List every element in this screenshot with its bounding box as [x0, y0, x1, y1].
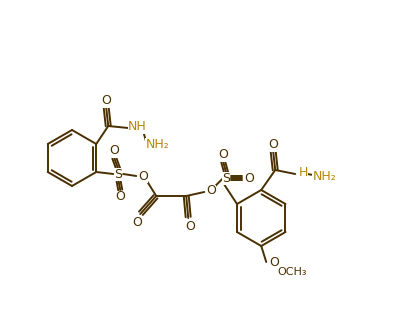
Text: O: O: [132, 215, 142, 228]
Text: O: O: [218, 148, 228, 161]
Text: OCH₃: OCH₃: [278, 267, 307, 277]
Text: O: O: [268, 139, 278, 151]
Text: O: O: [185, 219, 195, 233]
Text: S: S: [114, 168, 122, 181]
Text: O: O: [269, 256, 279, 270]
Text: O: O: [244, 172, 254, 184]
Text: H: H: [299, 167, 308, 180]
Text: O: O: [115, 190, 125, 204]
Text: NH₂: NH₂: [313, 170, 336, 182]
Text: O: O: [206, 184, 216, 197]
Text: O: O: [109, 145, 119, 157]
Text: NH: NH: [128, 120, 147, 134]
Text: S: S: [222, 172, 230, 184]
Text: O: O: [138, 170, 148, 182]
Text: O: O: [101, 94, 111, 108]
Text: NH₂: NH₂: [145, 138, 169, 150]
